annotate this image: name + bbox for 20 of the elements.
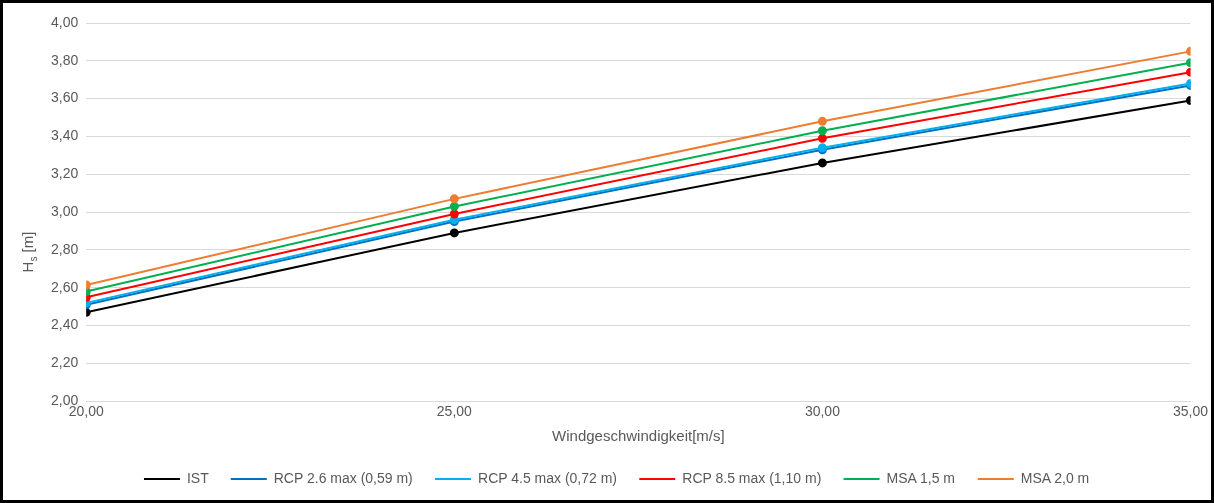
- x-tick-label: 30,00: [804, 403, 841, 420]
- legend-label: MSA 1,5 m: [886, 469, 956, 486]
- legend-label: RCP 2.6 max (0,59 m): [273, 469, 413, 486]
- y-tick-label: 3,40: [51, 127, 79, 144]
- y-tick-label: 3,00: [51, 202, 79, 219]
- x-tick-label: 25,00: [436, 403, 473, 420]
- y-tick-label: 3,20: [51, 165, 79, 182]
- y-tick-label: 4,00: [51, 13, 79, 30]
- y-tick-label: 3,80: [51, 51, 79, 68]
- legend-label: RCP 4.5 max (0,72 m): [478, 469, 618, 486]
- legend-label: IST: [186, 469, 210, 486]
- x-axis-title: Windgeschwindigkeit[m/s]: [552, 427, 725, 445]
- y-tick-label: 2,80: [51, 240, 79, 257]
- y-tick-label: 3,60: [51, 89, 79, 106]
- legend-label: RCP 8.5 max (1,10 m): [682, 469, 822, 486]
- legend-label: MSA 2,0 m: [1020, 469, 1090, 486]
- y-tick-label: 2,40: [51, 316, 79, 333]
- y-tick-label: 2,20: [51, 354, 79, 371]
- y-tick-label: 2,60: [51, 278, 79, 295]
- x-tick-label: 35,00: [1172, 403, 1209, 420]
